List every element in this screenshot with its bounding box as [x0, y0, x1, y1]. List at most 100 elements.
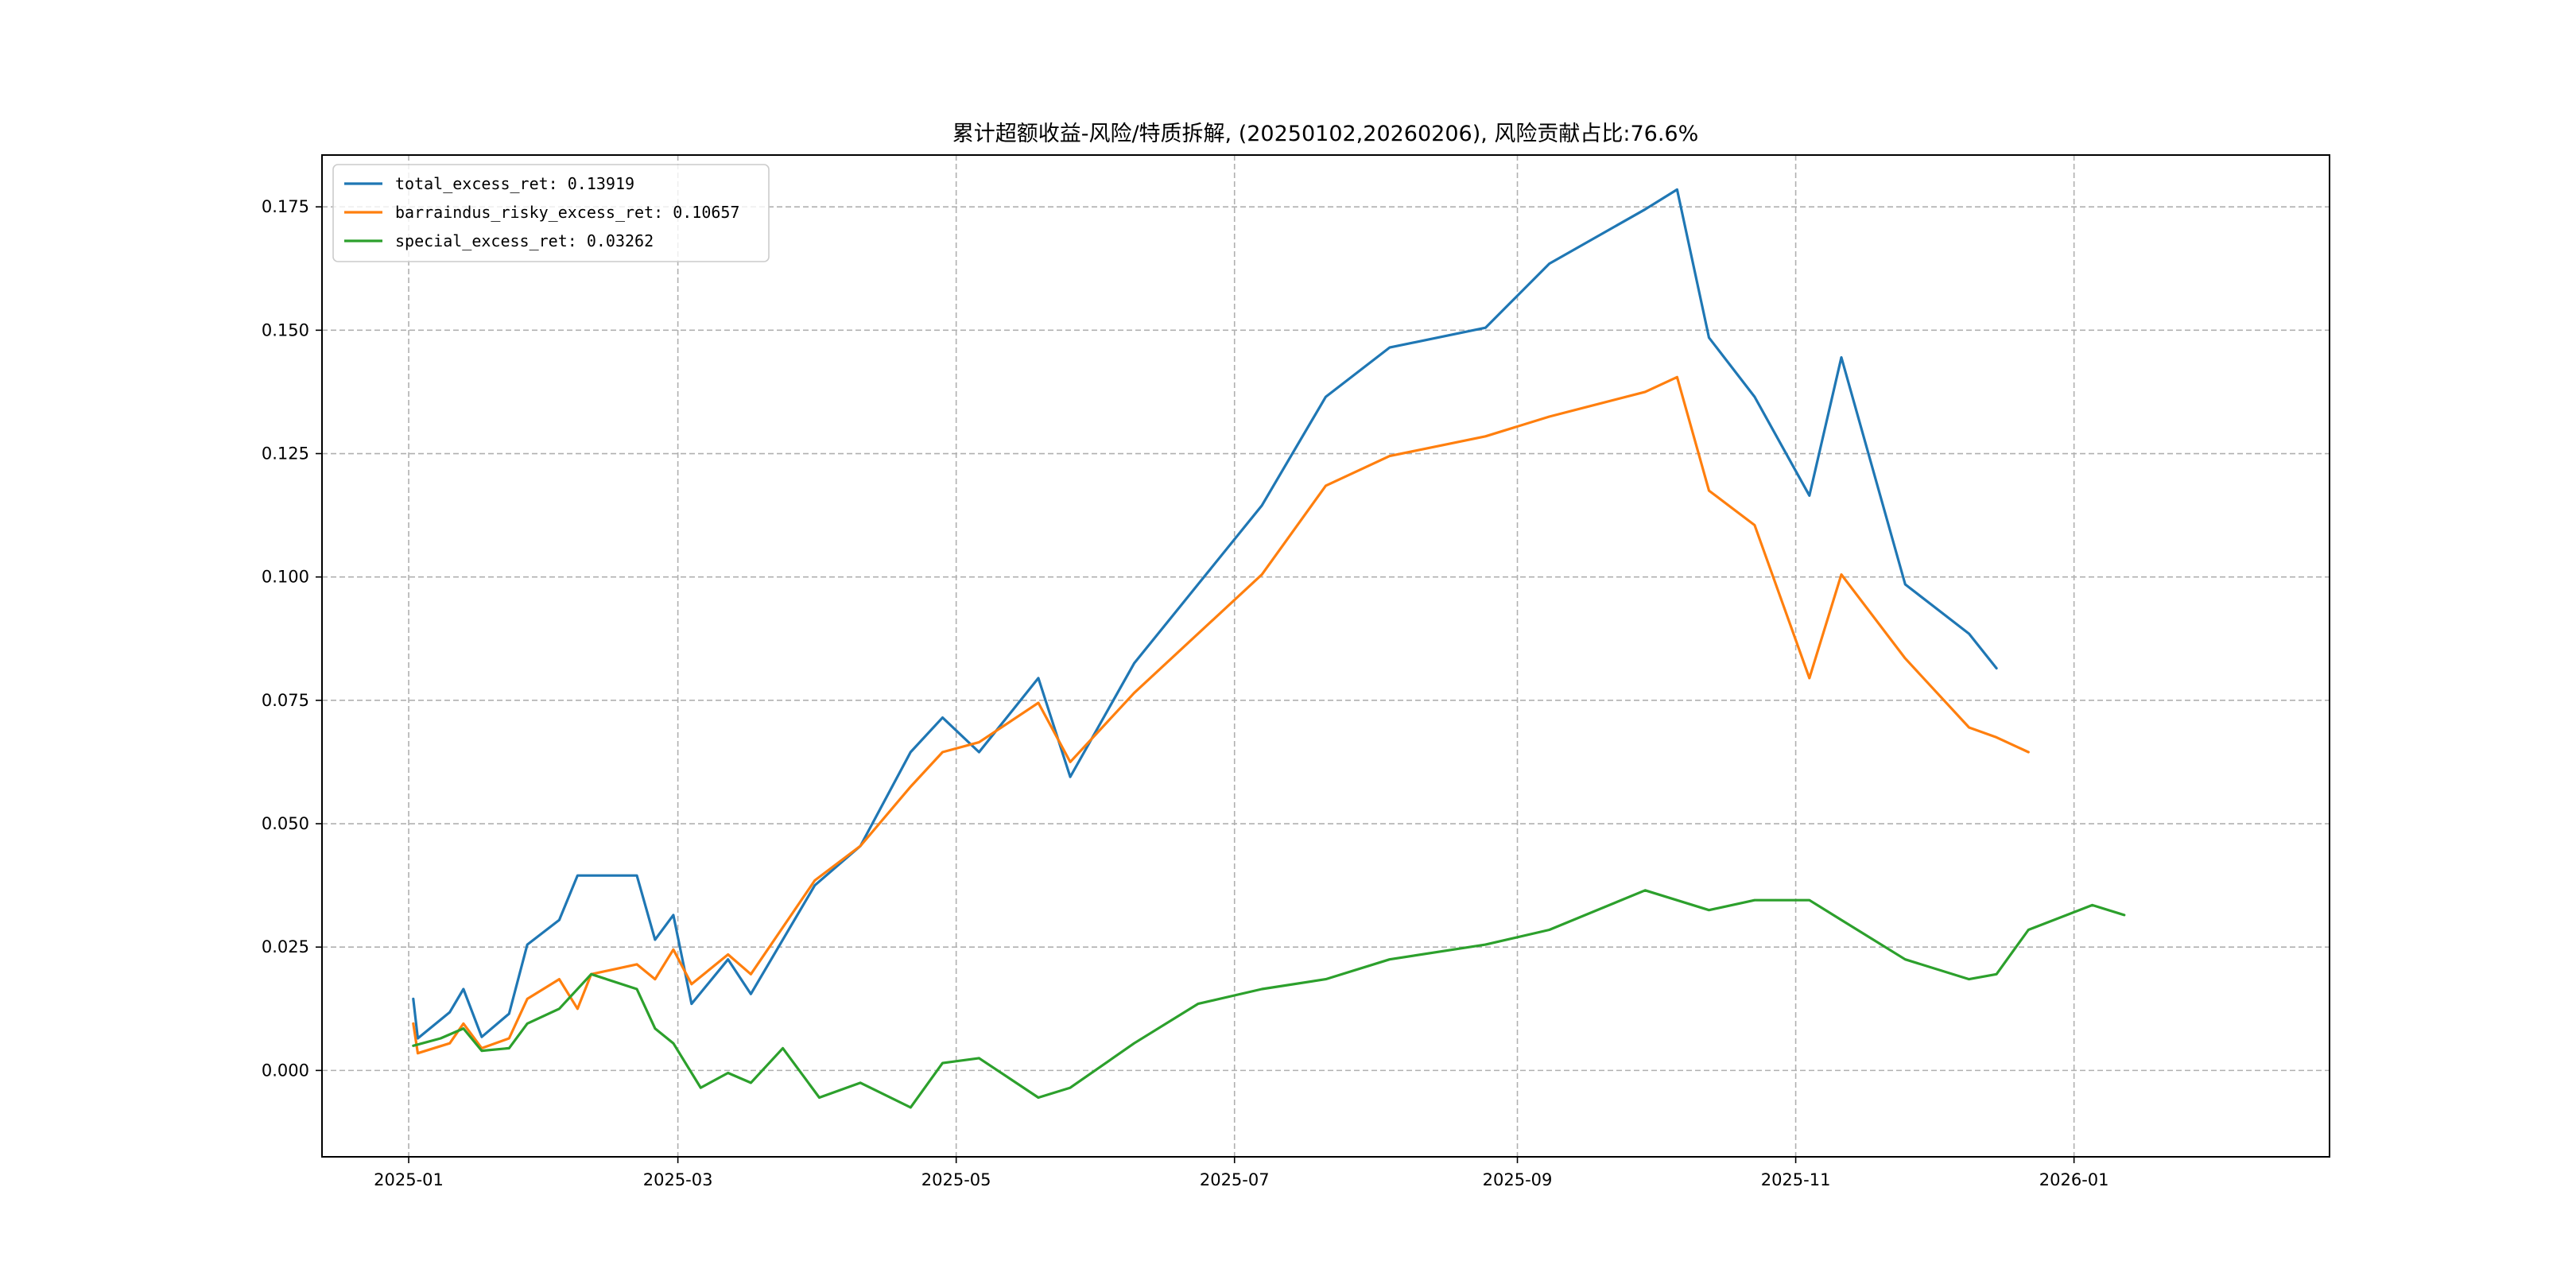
x-tick-label: 2025-05 [921, 1170, 991, 1189]
data-point [636, 964, 638, 965]
data-point [654, 1027, 656, 1029]
data-point [1197, 633, 1199, 634]
data-point [1325, 396, 1326, 398]
data-point [1484, 327, 1486, 328]
x-tick-label: 2025-11 [1761, 1170, 1831, 1189]
data-point [700, 1087, 701, 1088]
data-point [1676, 188, 1678, 190]
data-point [636, 988, 638, 990]
data-point [463, 988, 464, 990]
data-point [1133, 692, 1135, 693]
x-tick-label: 2025-01 [374, 1170, 444, 1189]
legend-label: special_excess_ret: 0.03262 [395, 231, 654, 250]
chart-title: 累计超额收益-风险/特质拆解, (20250102,20260206), 风险贡… [952, 122, 1699, 146]
data-point [481, 1036, 483, 1038]
data-point [1809, 677, 1810, 679]
data-point [417, 1053, 418, 1054]
y-tick-label: 0.125 [262, 444, 309, 464]
data-point [1754, 396, 1755, 398]
data-point [481, 1049, 483, 1051]
data-point [727, 1072, 729, 1073]
data-point [859, 845, 861, 847]
data-point [526, 944, 528, 945]
data-point [1389, 959, 1391, 960]
data-point [978, 751, 980, 753]
data-point [1038, 677, 1039, 679]
data-point [1549, 416, 1550, 417]
data-point [463, 1022, 464, 1024]
data-point [526, 1022, 528, 1024]
data-point [1069, 776, 1071, 778]
data-point [413, 1045, 414, 1046]
legend: total_excess_ret: 0.13919 barraindus_risk… [332, 164, 770, 262]
data-point [440, 1038, 441, 1039]
data-point [673, 914, 674, 916]
data-point [1484, 436, 1486, 437]
data-point [2027, 929, 2029, 930]
data-point [1968, 633, 1969, 634]
series-lines [412, 188, 2126, 1109]
y-tick-label: 0.175 [262, 197, 309, 216]
plot-frame [321, 154, 2330, 1158]
data-point [1809, 899, 1810, 901]
data-point [449, 1042, 451, 1044]
y-tick-label: 0.025 [262, 937, 309, 956]
x-tick-label: 2025-09 [1483, 1170, 1553, 1189]
data-point [1389, 347, 1391, 348]
data-point [1996, 736, 1997, 738]
data-point [590, 875, 592, 876]
series-line-special_excess_ret [412, 889, 2126, 1109]
data-point [910, 751, 911, 753]
series-barraindus_risky_excess_ret [412, 375, 2030, 1055]
data-point [590, 973, 592, 975]
data-point [750, 1082, 751, 1084]
data-point [413, 998, 414, 999]
data-point [1549, 262, 1550, 264]
data-point [859, 1082, 861, 1084]
data-point [1644, 890, 1646, 891]
data-point [1644, 208, 1646, 210]
data-point [1261, 988, 1263, 990]
data-point [1197, 584, 1199, 585]
data-point [558, 978, 560, 980]
data-point [1968, 727, 1969, 728]
data-point [1809, 495, 1810, 496]
data-point [910, 1107, 911, 1108]
data-point [1261, 573, 1263, 575]
data-point [1996, 667, 1997, 669]
data-point [814, 879, 816, 881]
data-point [1754, 899, 1755, 901]
data-point [558, 919, 560, 921]
data-point [1676, 376, 1678, 378]
x-tick-label: 2025-07 [1200, 1170, 1270, 1189]
data-point [654, 978, 656, 980]
data-point [2027, 751, 2029, 753]
series-line-total_excess_ret [412, 188, 1998, 1040]
data-point [814, 884, 816, 886]
data-point [673, 949, 674, 950]
data-point [1133, 1042, 1135, 1044]
data-point [2091, 904, 2093, 906]
data-point [1708, 490, 1709, 491]
data-point [941, 751, 943, 753]
data-point [941, 716, 943, 718]
data-point [1996, 973, 1997, 975]
data-point [691, 983, 692, 985]
data-point [558, 1008, 560, 1010]
y-tick-label: 0.050 [262, 814, 309, 833]
data-point [2124, 914, 2125, 916]
data-point [463, 1027, 464, 1029]
data-point [1754, 524, 1755, 526]
data-point [1389, 455, 1391, 456]
data-point [413, 1022, 414, 1024]
data-point [1069, 761, 1071, 762]
y-tick-label: 0.075 [262, 691, 309, 710]
data-point [654, 939, 656, 941]
data-point [1708, 337, 1709, 339]
data-point [1904, 584, 1906, 585]
legend-label: total_excess_ret: 0.13919 [395, 174, 634, 193]
x-tick-label: 2026-01 [2039, 1170, 2109, 1189]
data-point [576, 875, 578, 876]
